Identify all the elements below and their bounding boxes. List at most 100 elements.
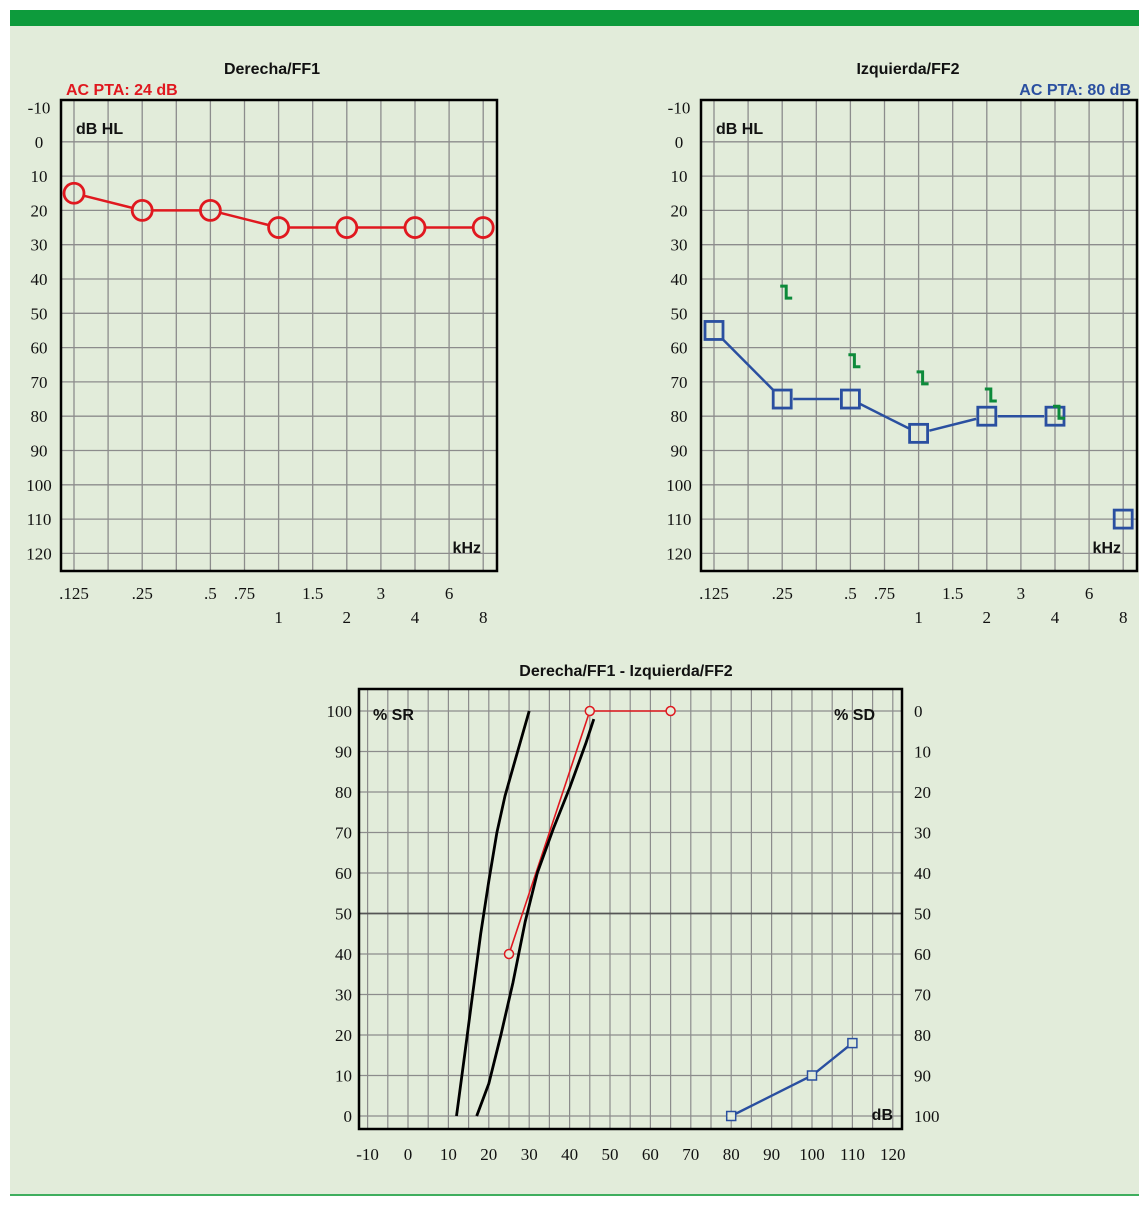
x-tick-label: 3: [377, 584, 386, 603]
speech-audiogram-ylabel-right: % SD: [834, 707, 875, 724]
data-point-square: [847, 1037, 858, 1049]
y-tick-label: 20: [335, 1026, 352, 1045]
x-tick-label: .75: [874, 584, 895, 603]
y-tick-label: 70: [335, 824, 352, 843]
y-tick-label: 100: [666, 476, 692, 495]
x-tick-label: .125: [59, 584, 89, 603]
data-point-square: [976, 405, 998, 427]
header-bar: [10, 10, 1139, 26]
x-tick-label: 8: [479, 608, 488, 627]
data-point-circle: [198, 198, 222, 222]
y-tick-label: 30: [31, 236, 48, 255]
y-tick-label: 110: [667, 510, 692, 529]
y-tick-label: 20: [671, 201, 688, 220]
y-tick-label-right: 60: [914, 945, 931, 964]
x-tick-label: 1: [914, 608, 923, 627]
y-tick-label: 80: [335, 783, 352, 802]
data-point-square: [771, 388, 793, 410]
y-tick-label: 70: [31, 373, 48, 392]
y-tick-label: 50: [335, 905, 352, 924]
x-tick-label: 0: [404, 1145, 413, 1164]
x-tick-label: .25: [132, 584, 153, 603]
y-tick-label: 0: [35, 133, 44, 152]
data-point-circle: [335, 216, 359, 239]
y-tick-label: 10: [671, 167, 688, 186]
x-tick-label: 30: [521, 1145, 538, 1164]
x-tick-label: 1: [274, 608, 283, 627]
x-tick-label: 1.5: [942, 584, 963, 603]
x-tick-label: 50: [602, 1145, 619, 1164]
y-tick-label: 100: [327, 702, 353, 721]
x-tick-label: 10: [440, 1145, 457, 1164]
x-tick-label: 80: [723, 1145, 740, 1164]
y-tick-label: 40: [335, 945, 352, 964]
x-tick-label: 6: [1085, 584, 1094, 603]
masked-bone-marker: [780, 284, 793, 300]
y-tick-label: 80: [31, 407, 48, 426]
x-tick-label: -10: [356, 1145, 379, 1164]
data-point-circle: [130, 198, 154, 222]
y-tick-label-right: 0: [914, 702, 923, 721]
audiogram-left-ylabel: dB HL: [716, 121, 763, 138]
masked-bone-marker: [848, 353, 861, 369]
audiogram-right-title: Derecha/FF1: [224, 61, 320, 78]
plot-frame: [357, 687, 904, 1131]
data-point-circle: [584, 705, 596, 717]
y-tick-label: 0: [344, 1107, 353, 1126]
audiogram-right-ylabel: dB HL: [76, 121, 123, 138]
audiogram-left-pta: AC PTA: 80 dB: [1019, 82, 1131, 99]
data-point-square: [806, 1070, 818, 1081]
data-point-circle: [503, 948, 515, 960]
series-line: [928, 417, 977, 432]
x-tick-label: 2: [983, 608, 992, 627]
x-tick-label: .5: [204, 584, 217, 603]
x-tick-label: .75: [234, 584, 255, 603]
y-tick-label: 30: [335, 986, 352, 1005]
x-tick-label: 90: [763, 1145, 780, 1164]
audiogram-left-title: Izquierda/FF2: [856, 61, 959, 78]
x-tick-label: 8: [1119, 608, 1128, 627]
reference-curve: [475, 718, 596, 1117]
y-tick-label: -10: [668, 99, 691, 118]
data-point-circle: [665, 705, 676, 717]
data-point-square: [703, 320, 725, 341]
plot-frame: [699, 98, 1139, 573]
y-tick-label: 120: [666, 544, 692, 563]
y-tick-label-right: 50: [914, 905, 931, 924]
x-tick-label: 4: [411, 608, 420, 627]
data-point-circle: [62, 181, 86, 205]
x-tick-label: 110: [840, 1145, 865, 1164]
y-tick-label: 90: [31, 442, 48, 461]
speech-audiogram-title: Derecha/FF1 - Izquierda/FF2: [519, 663, 732, 680]
x-tick-label: 60: [642, 1145, 659, 1164]
speech-audiogram: Derecha/FF1 - Izquierda/FF2 0 10 20 30 40 50 6…: [327, 663, 940, 1164]
y-tick-label-right: 20: [914, 783, 931, 802]
audiogram-right-pta: AC PTA: 24 dB: [66, 82, 178, 99]
y-tick-label-right: 30: [914, 824, 931, 843]
chart-panel: [10, 26, 1139, 1194]
audiogram-left-xlabel: kHz: [1093, 540, 1121, 557]
x-tick-label: 1.5: [302, 584, 323, 603]
x-tick-label: 3: [1017, 584, 1026, 603]
x-tick-label: 120: [880, 1145, 906, 1164]
data-point-square: [840, 388, 861, 410]
data-point-square: [1112, 508, 1134, 530]
x-tick-label: .25: [772, 584, 793, 603]
y-tick-label: 100: [26, 476, 52, 495]
series-line: [859, 402, 910, 430]
masked-bone-marker: [916, 370, 929, 386]
y-tick-label: 10: [31, 167, 48, 186]
y-tick-label: 40: [671, 270, 688, 289]
y-tick-label: 120: [26, 544, 52, 563]
plot-frame: [59, 98, 499, 573]
y-tick-label: 90: [335, 743, 352, 762]
x-tick-label: 70: [682, 1145, 699, 1164]
data-point-circle: [403, 216, 427, 239]
y-tick-label: 40: [31, 270, 48, 289]
footer-line: [10, 1194, 1139, 1196]
reference-curve: [455, 710, 531, 1117]
y-tick-label: 50: [671, 304, 688, 323]
y-tick-label: -10: [28, 99, 51, 118]
